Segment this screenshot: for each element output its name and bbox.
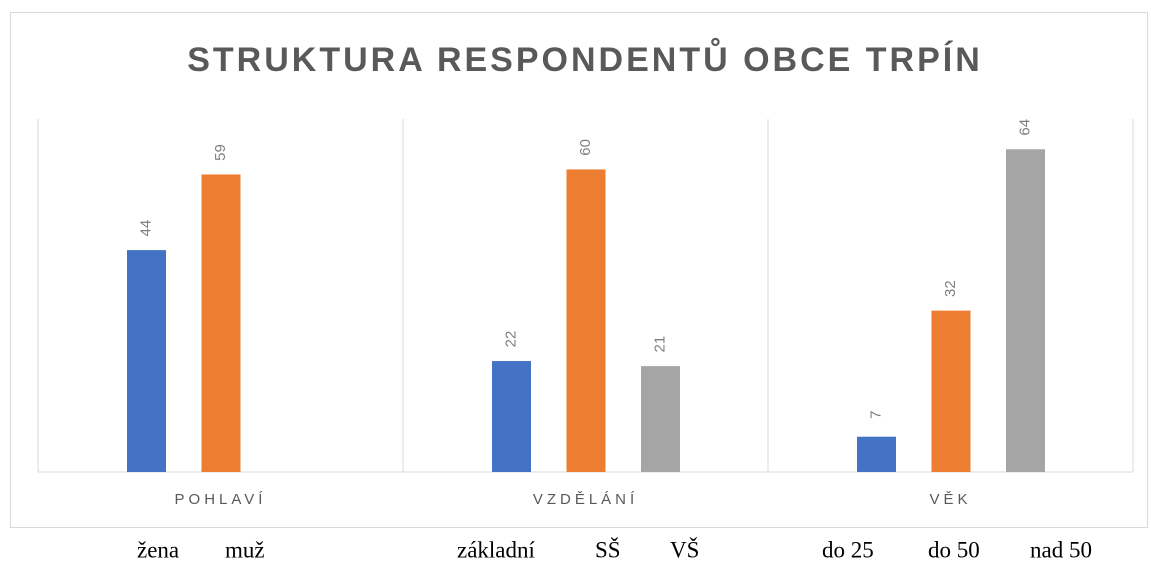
- data-label: 22: [502, 331, 519, 348]
- data-label: 7: [867, 411, 884, 419]
- sub-label: do 25: [822, 537, 874, 562]
- x-tick-label: POHLAVÍ: [175, 491, 267, 508]
- data-label: 32: [942, 280, 959, 297]
- sub-label: SŠ: [595, 536, 621, 562]
- sub-label: nad 50: [1030, 537, 1092, 562]
- sub-label: do 50: [928, 537, 980, 562]
- bar: [1006, 149, 1045, 472]
- sub-label: VŠ: [670, 536, 699, 562]
- bar: [201, 174, 241, 472]
- data-label: 59: [212, 144, 229, 161]
- bar: [492, 361, 531, 472]
- bar: [857, 436, 896, 472]
- sub-label: základní: [457, 537, 536, 562]
- x-tick-label: VĚK: [929, 491, 971, 508]
- sub-label: žena: [137, 537, 179, 562]
- data-label: 21: [651, 336, 668, 353]
- chart-title: STRUKTURA RESPONDENTŮ OBCE TRPÍN: [187, 38, 983, 79]
- bar: [566, 169, 606, 472]
- data-label: 64: [1016, 119, 1033, 136]
- bar: [931, 310, 971, 472]
- data-label: 44: [137, 220, 154, 237]
- bar: [641, 366, 680, 472]
- sub-label: muž: [225, 537, 265, 562]
- x-tick-label: VZDĚLÁNÍ: [533, 491, 638, 508]
- bar: [127, 250, 166, 472]
- data-label: 60: [577, 139, 594, 156]
